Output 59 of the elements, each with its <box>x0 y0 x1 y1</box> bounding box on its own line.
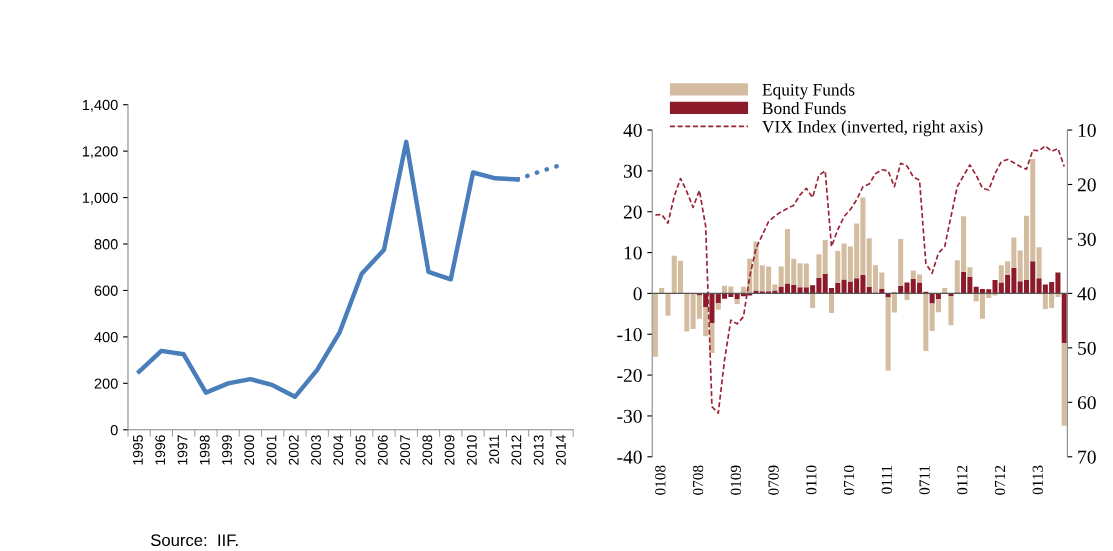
x-tick-label: 2003 <box>311 435 321 465</box>
x-tick-label: 1996 <box>155 435 166 465</box>
y-tick-label: 600 <box>94 285 118 296</box>
x-tick-label: 2002 <box>288 435 299 465</box>
y-tick-label: 0 <box>110 424 118 436</box>
x-tick-label: 0110 <box>806 465 817 495</box>
x-tick-label: 0711 <box>919 465 930 495</box>
x-tick-label: 2006 <box>377 435 388 465</box>
y2-tick-label: 40 <box>1077 287 1096 301</box>
x-tick-label: 2013 <box>533 435 544 465</box>
x-tick-label: 2004 <box>333 435 344 465</box>
x-tick-label: 0108 <box>655 465 666 495</box>
x-tick-label: 2012 <box>511 435 522 465</box>
x-tick-label: 1997 <box>177 435 188 465</box>
y-tick-label: 1,400 <box>82 99 118 112</box>
y-tick-label: -10 <box>617 328 642 342</box>
y-tick-label: 20 <box>623 205 642 219</box>
y-tick-label: 40 <box>623 123 642 137</box>
y2-tick-label: 20 <box>1077 178 1096 192</box>
x-tick-label: 1998 <box>199 435 210 465</box>
x-tick-label: 2000 <box>244 435 255 465</box>
x-tick-label: 2007 <box>400 435 410 465</box>
x-tick-label: 0109 <box>730 465 741 495</box>
legend-label: Bond Funds <box>762 101 846 115</box>
legend-label: VIX Index (inverted, right axis) <box>762 120 983 137</box>
y-tick-label: 1,200 <box>82 146 118 159</box>
x-tick-label: 2014 <box>555 435 566 465</box>
y-tick-label: 30 <box>623 164 642 178</box>
x-tick-label: 2005 <box>355 435 366 465</box>
x-tick-label: 0113 <box>1032 465 1043 495</box>
y2-tick-label: 50 <box>1078 341 1096 355</box>
x-tick-label: 0708 <box>692 465 704 495</box>
y-tick-label: -40 <box>617 450 642 464</box>
y2-tick-label: 30 <box>1078 232 1096 246</box>
y-tick-label: -20 <box>617 368 642 383</box>
y-tick-label: -30 <box>617 409 642 423</box>
x-tick-label: 2011 <box>489 435 500 464</box>
x-tick-label: 1999 <box>222 435 232 465</box>
x-tick-label: 0710 <box>843 465 855 495</box>
x-tick-label: 2009 <box>444 435 455 465</box>
y-tick-label: 1,000 <box>82 192 118 205</box>
y-tick-label: 200 <box>94 378 118 389</box>
x-tick-label: 0712 <box>994 465 1006 495</box>
x-tick-label: 1995 <box>133 435 143 465</box>
x-tick-label: 2010 <box>466 435 477 465</box>
x-tick-label: 0112 <box>957 465 968 495</box>
y2-tick-label: 60 <box>1077 396 1096 410</box>
y2-tick-label: 10 <box>1078 123 1096 137</box>
y-tick-label: 800 <box>94 239 118 250</box>
legend-label: Equity Funds <box>762 83 855 100</box>
y-tick-label: 10 <box>624 246 642 260</box>
y2-tick-label: 70 <box>1078 450 1096 464</box>
x-tick-label: 2008 <box>422 435 433 465</box>
x-tick-label: 0709 <box>768 465 779 495</box>
x-tick-label: 2001 <box>266 435 277 465</box>
x-tick-label: 0111 <box>881 465 892 494</box>
source-note: Source: IIF. <box>151 534 238 547</box>
y-tick-label: 0 <box>633 287 642 301</box>
y-tick-label: 400 <box>94 332 118 343</box>
